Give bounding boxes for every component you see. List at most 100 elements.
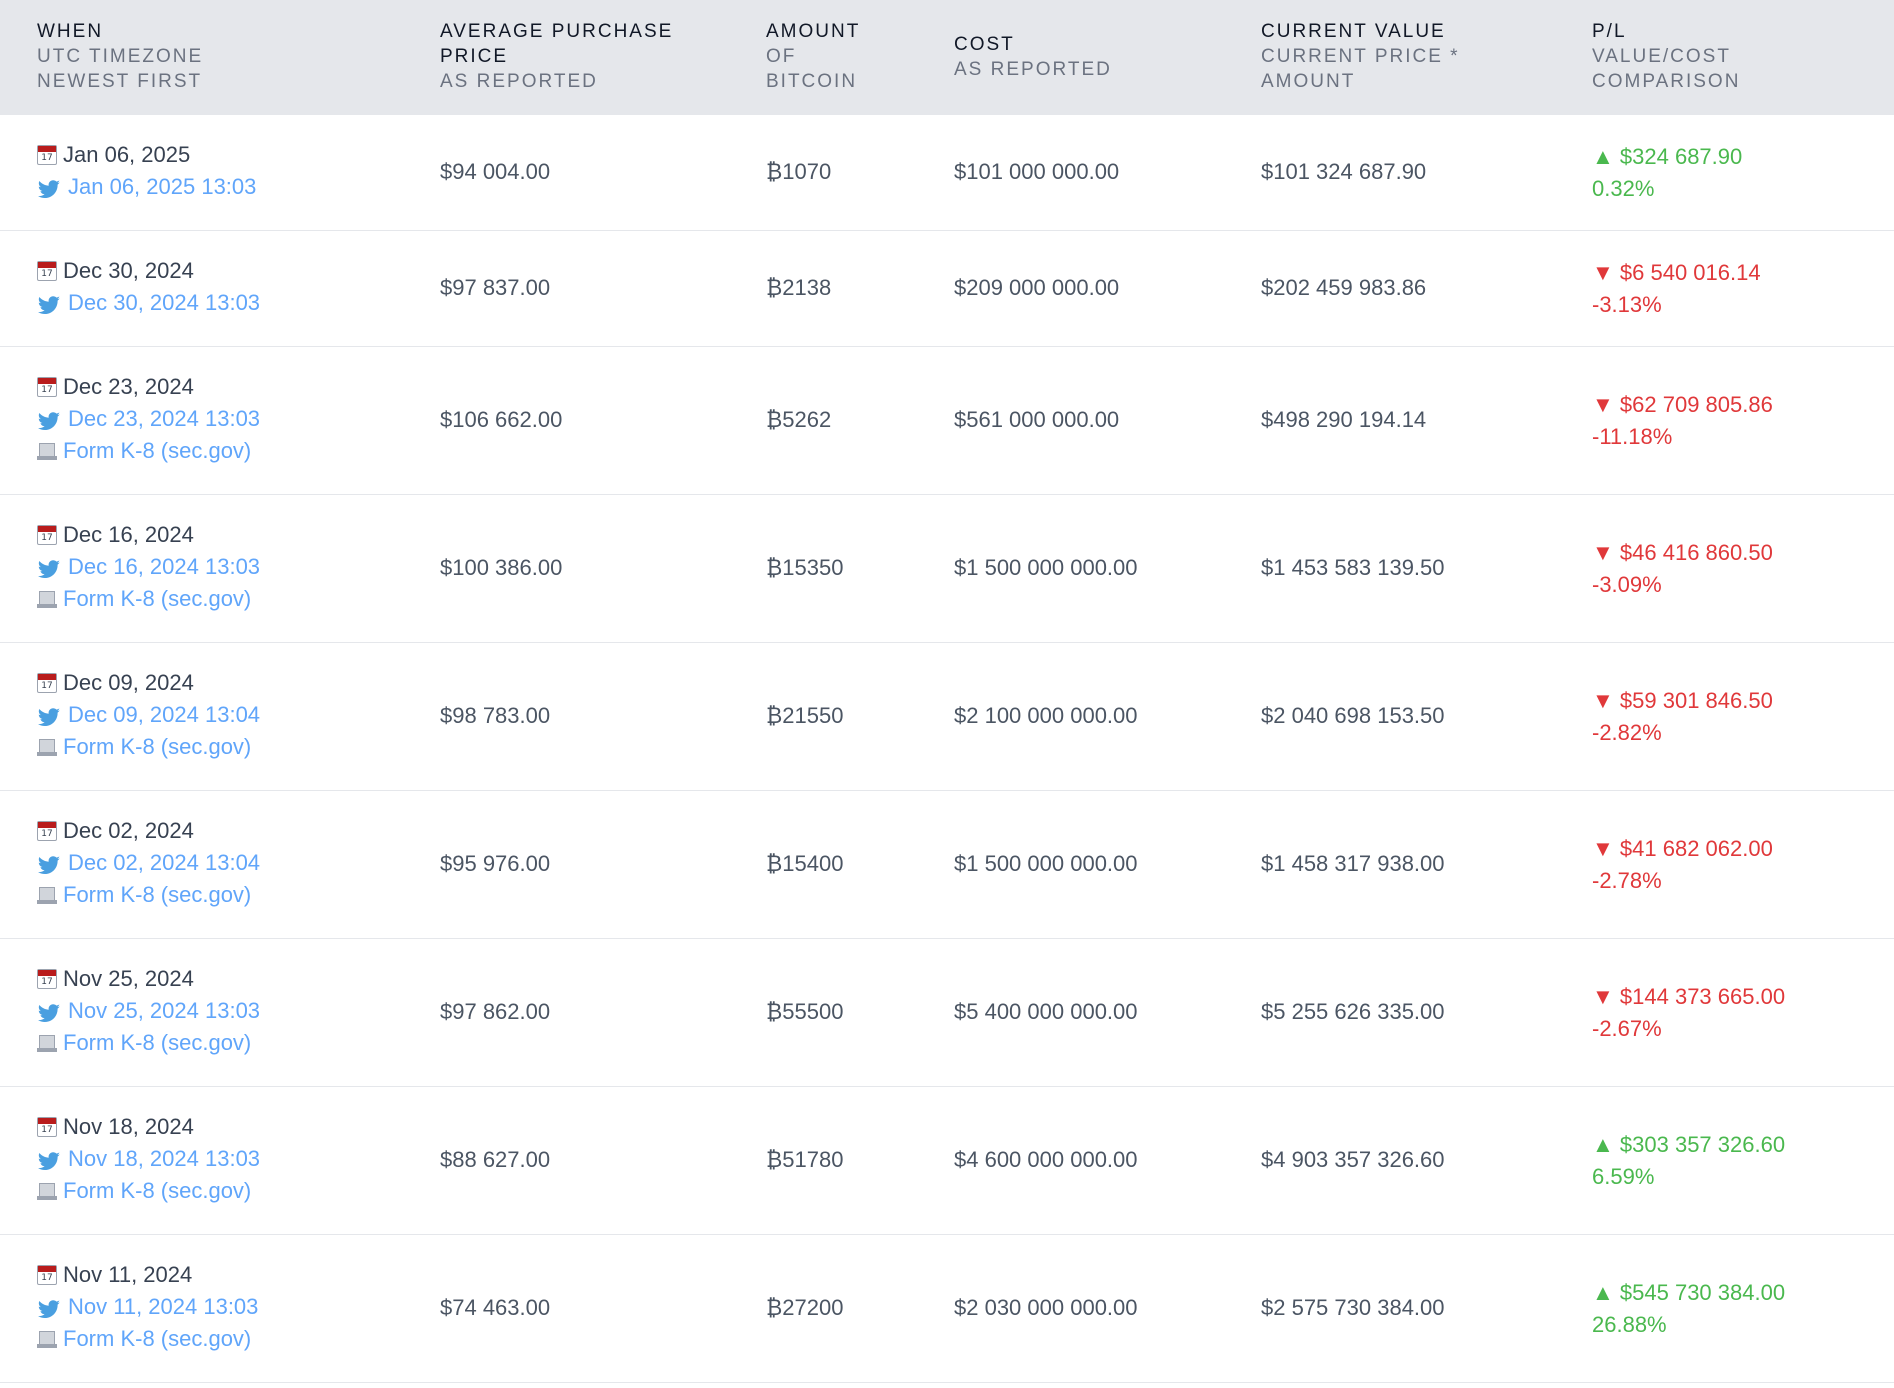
avg-purchase-price: $98 783.00 (440, 703, 551, 728)
when-cell: 17 Nov 25, 2024 Nov 25, 2024 13:03 Form K-8… (37, 963, 260, 1059)
purchase-date: Dec 02, 2024 (63, 818, 194, 843)
when-cell: 17 Dec 02, 2024 Dec 02, 2024 13:04 Form K-8… (37, 815, 260, 911)
col-header-when: WHEN UTC TIMEZONE NEWEST FIRST (37, 19, 203, 94)
trend-arrow-icon: ▼ (1592, 540, 1614, 565)
tweet-line: Dec 09, 2024 13:04 (37, 699, 260, 731)
pl-cell: ▼ $46 416 860.50 -3.09% (1592, 537, 1773, 601)
col-subtitle: COMPARISON (1592, 71, 1741, 92)
tweet-link[interactable]: Dec 30, 2024 13:03 (68, 290, 261, 315)
when-cell: 17 Dec 09, 2024 Dec 09, 2024 13:04 Form K-8… (37, 667, 260, 763)
bitcoin-amount: ₿1070 (766, 159, 832, 184)
trend-arrow-icon: ▼ (1592, 688, 1614, 713)
pl-cell: ▼ $144 373 665.00 -2.67% (1592, 981, 1785, 1045)
document-icon (37, 442, 57, 460)
pl-amount: $144 373 665.00 (1619, 984, 1786, 1009)
when-cell: 17 Dec 23, 2024 Dec 23, 2024 13:03 Form K-8… (37, 371, 260, 467)
tweet-link[interactable]: Dec 16, 2024 13:03 (68, 554, 261, 579)
when-cell: 17 Jan 06, 2025 Jan 06, 2025 13:03 (37, 139, 256, 203)
form-line: Form K-8 (sec.gov) (37, 1175, 260, 1207)
current-value: $101 324 687.90 (1261, 159, 1427, 184)
cost-value: $1 500 000 000.00 (954, 851, 1138, 876)
table-row: 17 Nov 18, 2024 Nov 18, 2024 13:03 Form K-8… (0, 1087, 1894, 1235)
pl-percent: -2.67% (1592, 1016, 1662, 1041)
purchase-date: Nov 11, 2024 (63, 1262, 193, 1287)
col-title: CURRENT VALUE (1261, 21, 1446, 42)
bitcoin-amount: ₿21550 (766, 703, 844, 728)
col-subtitle: CURRENT PRICE * (1261, 46, 1460, 67)
document-icon (37, 886, 57, 904)
pl-amount-line: ▲ $324 687.90 (1592, 141, 1742, 173)
date-line: 17 Dec 09, 2024 (37, 667, 260, 699)
calendar-icon: 17 (37, 673, 57, 693)
col-title: AMOUNT (766, 21, 861, 42)
col-title: AVERAGE PURCHASE (440, 21, 674, 42)
avg-purchase-price: $97 862.00 (440, 999, 551, 1024)
col-header-amount: AMOUNT OF BITCOIN (766, 19, 860, 94)
col-subtitle: UTC TIMEZONE (37, 46, 204, 67)
table-row: 17 Jan 06, 2025 Jan 06, 2025 13:03 $94 004.… (0, 115, 1894, 231)
form-k8-link[interactable]: Form K-8 (sec.gov) (63, 438, 252, 463)
tweet-link[interactable]: Nov 11, 2024 13:03 (68, 1294, 259, 1319)
pl-cell: ▼ $6 540 016.14 -3.13% (1592, 257, 1761, 321)
avg-purchase-price: $95 976.00 (440, 851, 551, 876)
pl-amount: $545 730 384.00 (1619, 1280, 1786, 1305)
bitcoin-amount: ₿55500 (766, 999, 844, 1024)
col-header-cost: COST AS REPORTED (954, 32, 1112, 82)
tweet-line: Jan 06, 2025 13:03 (37, 171, 256, 203)
table-body: 17 Jan 06, 2025 Jan 06, 2025 13:03 $94 004.… (0, 115, 1894, 1383)
current-value: $202 459 983.86 (1261, 275, 1427, 300)
tweet-line: Nov 18, 2024 13:03 (37, 1143, 260, 1175)
bitcoin-amount: ₿5262 (766, 407, 832, 432)
form-k8-link[interactable]: Form K-8 (sec.gov) (63, 1178, 252, 1203)
trend-arrow-icon: ▼ (1592, 392, 1614, 417)
col-header-price: AVERAGE PURCHASE PRICE AS REPORTED (440, 19, 673, 94)
cost-value: $4 600 000 000.00 (954, 1147, 1138, 1172)
calendar-icon: 17 (37, 377, 57, 397)
tweet-line: Dec 02, 2024 13:04 (37, 847, 260, 879)
form-k8-link[interactable]: Form K-8 (sec.gov) (63, 586, 252, 611)
bitcoin-amount: ₿27200 (766, 1295, 844, 1320)
form-k8-link[interactable]: Form K-8 (sec.gov) (63, 1030, 252, 1055)
cost-value: $2 100 000 000.00 (954, 703, 1138, 728)
table-row: 17 Nov 25, 2024 Nov 25, 2024 13:03 Form K-8… (0, 939, 1894, 1087)
tweet-link[interactable]: Dec 09, 2024 13:04 (68, 702, 261, 727)
pl-cell: ▲ $303 357 326.60 6.59% (1592, 1129, 1785, 1193)
form-k8-link[interactable]: Form K-8 (sec.gov) (63, 1326, 252, 1351)
pl-amount: $46 416 860.50 (1619, 540, 1773, 565)
table-row: 17 Dec 23, 2024 Dec 23, 2024 13:03 Form K-8… (0, 347, 1894, 495)
document-icon (37, 1034, 57, 1052)
tweet-line: Dec 16, 2024 13:03 (37, 551, 260, 583)
pl-cell: ▼ $41 682 062.00 -2.78% (1592, 833, 1773, 897)
current-value: $1 458 317 938.00 (1261, 851, 1445, 876)
trend-arrow-icon: ▼ (1592, 260, 1614, 285)
tweet-link[interactable]: Jan 06, 2025 13:03 (68, 174, 257, 199)
trend-arrow-icon: ▲ (1592, 144, 1614, 169)
bitcoin-amount: ₿15350 (766, 555, 844, 580)
document-icon (37, 590, 57, 608)
calendar-icon: 17 (37, 1265, 57, 1285)
date-line: 17 Jan 06, 2025 (37, 139, 256, 171)
form-k8-link[interactable]: Form K-8 (sec.gov) (63, 882, 252, 907)
form-k8-link[interactable]: Form K-8 (sec.gov) (63, 734, 252, 759)
tweet-link[interactable]: Dec 23, 2024 13:03 (68, 406, 261, 431)
col-subtitle: NEWEST FIRST (37, 71, 203, 92)
purchase-date: Dec 09, 2024 (63, 670, 194, 695)
purchase-date: Nov 25, 2024 (63, 966, 194, 991)
pl-amount: $62 709 805.86 (1619, 392, 1773, 417)
pl-cell: ▲ $324 687.90 0.32% (1592, 141, 1742, 205)
col-header-pl: P/L VALUE/COST COMPARISON (1592, 19, 1740, 94)
cost-value: $1 500 000 000.00 (954, 555, 1138, 580)
pl-percent: -2.82% (1592, 720, 1662, 745)
pl-percent: 26.88% (1592, 1312, 1667, 1337)
tweet-link[interactable]: Nov 18, 2024 13:03 (68, 1146, 261, 1171)
col-subtitle: AMOUNT (1261, 71, 1356, 92)
calendar-icon: 17 (37, 821, 57, 841)
form-line: Form K-8 (sec.gov) (37, 583, 260, 615)
date-line: 17 Nov 11, 2024 (37, 1259, 258, 1291)
twitter-bird-icon (37, 853, 61, 874)
tweet-link[interactable]: Dec 02, 2024 13:04 (68, 850, 261, 875)
table-row: 17 Dec 30, 2024 Dec 30, 2024 13:03 $97 837.… (0, 231, 1894, 347)
tweet-link[interactable]: Nov 25, 2024 13:03 (68, 998, 261, 1023)
table-row: 17 Dec 09, 2024 Dec 09, 2024 13:04 Form K-8… (0, 643, 1894, 791)
